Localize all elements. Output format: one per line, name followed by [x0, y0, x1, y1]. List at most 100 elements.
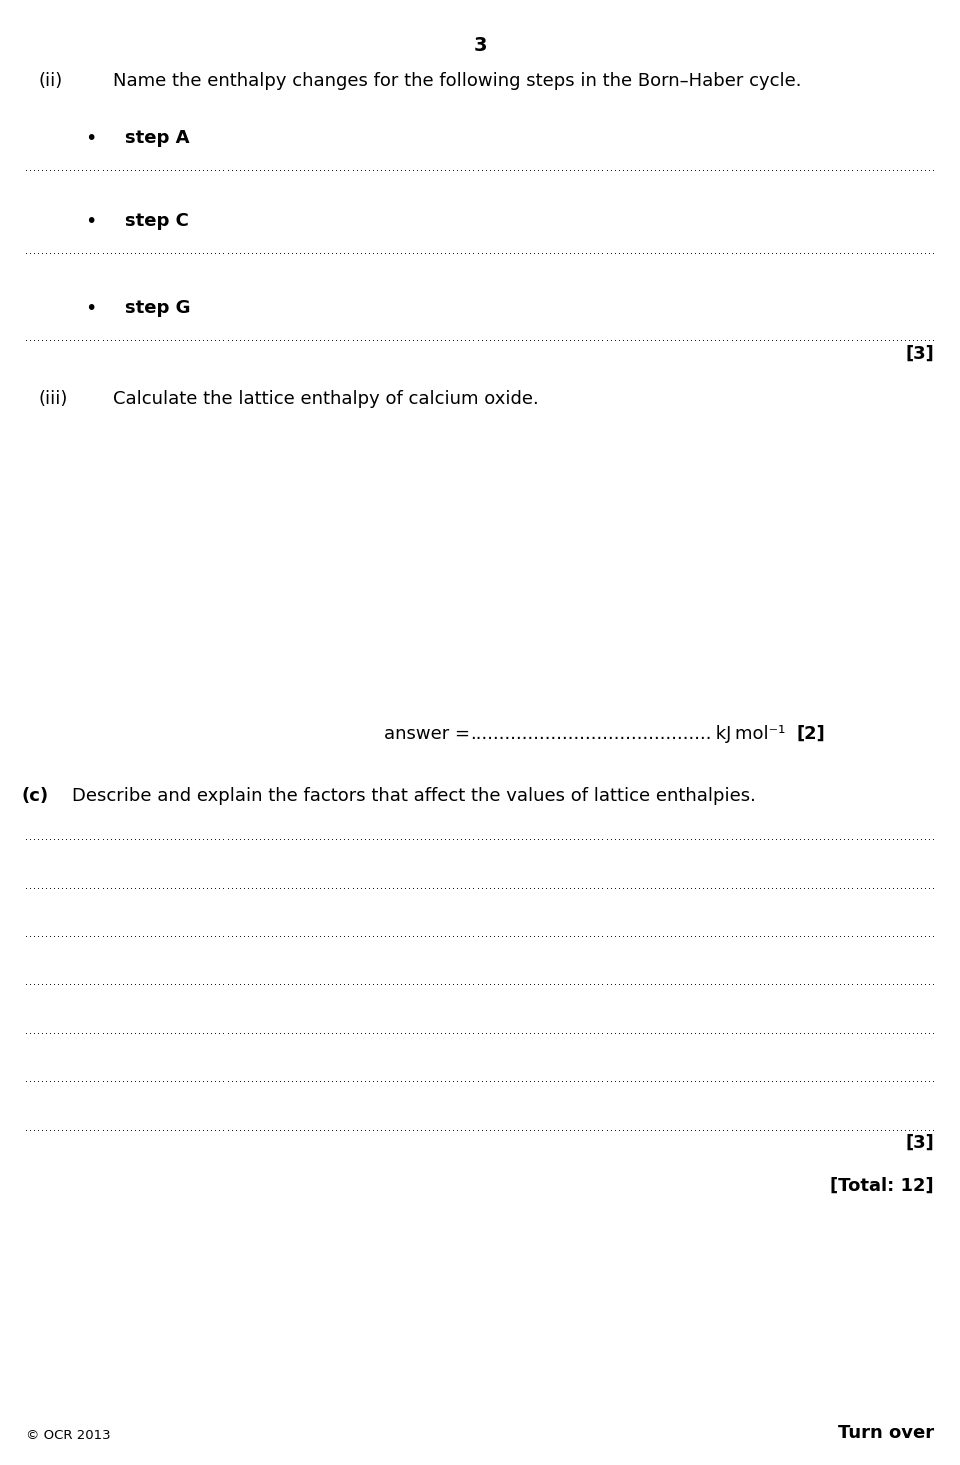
Point — [248, 328, 263, 352]
Point — [172, 242, 187, 265]
Point — [885, 1069, 900, 1093]
Point — [599, 876, 614, 900]
Point — [801, 328, 816, 352]
Point — [107, 1069, 122, 1093]
Point — [127, 1118, 142, 1141]
Point — [546, 876, 562, 900]
Point — [42, 242, 58, 265]
Point — [268, 1021, 283, 1045]
Point — [595, 876, 611, 900]
Point — [700, 242, 715, 265]
Point — [394, 1021, 409, 1045]
Point — [71, 973, 86, 996]
Point — [909, 242, 924, 265]
Point — [397, 242, 413, 265]
Point — [324, 973, 340, 996]
Point — [687, 242, 703, 265]
Point — [405, 828, 420, 851]
Point — [163, 924, 179, 948]
Point — [95, 924, 110, 948]
Text: step C: step C — [125, 212, 189, 230]
Point — [42, 158, 58, 182]
Point — [623, 1021, 638, 1045]
Point — [434, 1118, 449, 1141]
Point — [732, 242, 747, 265]
Point — [91, 1069, 107, 1093]
Point — [414, 1069, 429, 1093]
Point — [922, 973, 937, 996]
Point — [107, 828, 122, 851]
Point — [881, 1021, 897, 1045]
Point — [220, 328, 235, 352]
Point — [542, 924, 558, 948]
Point — [244, 328, 259, 352]
Point — [663, 1021, 679, 1045]
Point — [256, 973, 272, 996]
Point — [280, 328, 296, 352]
Point — [200, 1069, 215, 1093]
Point — [95, 1021, 110, 1045]
Point — [555, 876, 570, 900]
Point — [792, 1118, 807, 1141]
Point — [244, 973, 259, 996]
Point — [99, 1118, 114, 1141]
Point — [26, 1021, 41, 1045]
Point — [365, 828, 380, 851]
Point — [881, 973, 897, 996]
Point — [38, 973, 54, 996]
Point — [526, 828, 541, 851]
Point — [119, 876, 134, 900]
Point — [111, 328, 127, 352]
Point — [421, 328, 437, 352]
Point — [224, 158, 239, 182]
Point — [232, 1118, 248, 1141]
Point — [123, 1069, 138, 1093]
Point — [905, 1118, 921, 1141]
Point — [445, 1118, 461, 1141]
Point — [563, 1021, 578, 1045]
Point — [643, 1069, 659, 1093]
Point — [708, 1118, 723, 1141]
Point — [317, 1118, 332, 1141]
Point — [502, 1021, 517, 1045]
Point — [204, 328, 219, 352]
Point — [207, 924, 223, 948]
Point — [462, 1069, 477, 1093]
Point — [792, 828, 807, 851]
Point — [304, 924, 320, 948]
Point — [180, 1118, 195, 1141]
Point — [736, 924, 752, 948]
Point — [522, 1021, 538, 1045]
Point — [409, 924, 424, 948]
Point — [59, 1021, 74, 1045]
Point — [357, 328, 372, 352]
Point — [409, 1021, 424, 1045]
Point — [409, 1118, 424, 1141]
Point — [566, 876, 582, 900]
Point — [486, 242, 501, 265]
Point — [244, 1118, 259, 1141]
Point — [361, 1021, 376, 1045]
Point — [636, 924, 651, 948]
Point — [736, 973, 752, 996]
Point — [651, 328, 666, 352]
Point — [748, 328, 763, 352]
Point — [139, 973, 155, 996]
Point — [852, 876, 868, 900]
Point — [841, 876, 856, 900]
Point — [95, 1069, 110, 1093]
Point — [768, 1118, 783, 1141]
Point — [756, 828, 772, 851]
Point — [156, 924, 171, 948]
Point — [478, 242, 493, 265]
Point — [86, 1069, 102, 1093]
Point — [353, 242, 369, 265]
Point — [498, 876, 514, 900]
Point — [66, 158, 82, 182]
Point — [79, 973, 94, 996]
Point — [656, 973, 671, 996]
Point — [728, 1069, 743, 1093]
Point — [228, 828, 243, 851]
Point — [744, 828, 759, 851]
Point — [555, 1118, 570, 1141]
